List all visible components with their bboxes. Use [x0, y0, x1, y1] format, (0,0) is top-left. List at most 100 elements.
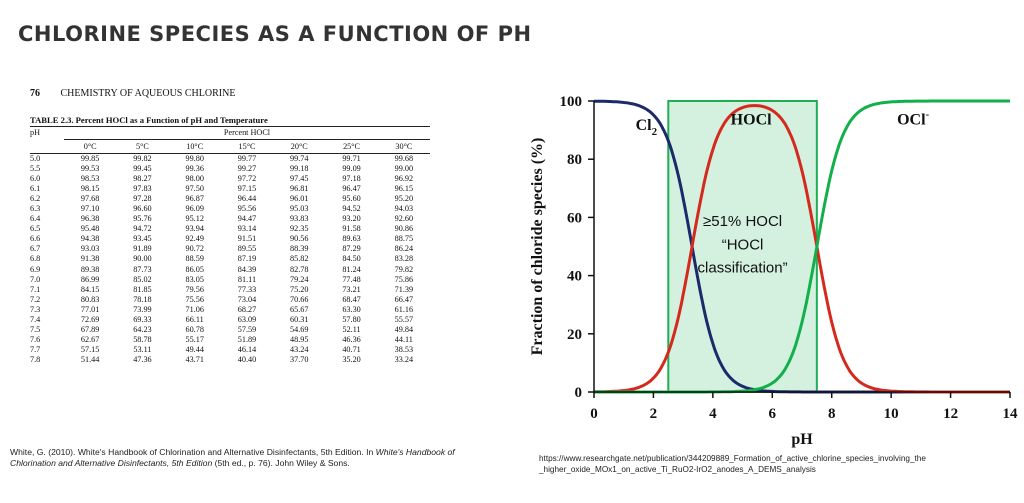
cell-value: 46.14	[237, 344, 257, 354]
x-tick-label: 2	[650, 406, 658, 422]
cell-ph: 6.7	[30, 244, 41, 254]
cell-value: 98.53	[80, 174, 100, 184]
cell-value: 43.24	[290, 344, 309, 354]
table-row: 6.8 91.38 90.00 88.59 87.19 85.82 84.50 83.28	[30, 254, 430, 264]
cell-value: 79.82	[394, 264, 414, 274]
table-row: 6.5 95.48 94.72 93.94 93.14 92.35 91.58 90.86	[30, 224, 430, 234]
cell-value: 99.80	[185, 154, 204, 163]
y-axis-title: Fraction of chloride species (%)	[529, 138, 546, 356]
cell-value: 86.99	[80, 274, 100, 284]
cell-value: 86.24	[394, 244, 414, 254]
cell-value: 99.18	[290, 164, 309, 174]
cell-ph: 7.4	[30, 314, 41, 324]
cell-value: 75.86	[394, 274, 414, 284]
cell-ph: 7.0	[30, 274, 41, 284]
cell-value: 91.51	[237, 234, 257, 244]
cell-value: 84.15	[80, 284, 100, 294]
table-row: 7.2 80.83 78.18 75.56 73.04 70.66 68.47 66.47	[30, 295, 430, 305]
cell-value: 99.71	[342, 154, 361, 163]
cell-value: 88.59	[185, 254, 204, 264]
table-row: 7.7 57.15 53.11 49.44 46.14 43.24 40.71 38.53	[30, 345, 430, 355]
cell-value: 93.03	[80, 244, 100, 254]
cell-value: 95.48	[80, 224, 100, 234]
cell-ph: 5.0	[30, 154, 41, 163]
cell-value: 96.01	[290, 194, 309, 204]
cell-value: 97.45	[290, 174, 309, 184]
y-tick-label: 0	[575, 385, 583, 401]
cell-value: 93.14	[237, 224, 257, 234]
cell-value: 68.27	[237, 304, 257, 314]
table-row: 7.3 77.01 73.99 71.06 68.27 65.67 63.30 61.16	[30, 305, 430, 315]
cell-value: 94.52	[342, 204, 361, 214]
cell-value: 99.85	[80, 154, 100, 163]
citation-left-prefix: White, G. (2010). White's Handbook of Ch…	[10, 447, 376, 457]
cell-value: 66.11	[185, 314, 204, 324]
cell-value: 98.15	[80, 184, 100, 194]
cell-ph: 7.6	[30, 334, 41, 344]
cell-value: 91.89	[133, 244, 152, 254]
cell-value: 93.83	[290, 214, 309, 224]
citation-right-url[interactable]: https://www.researchgate.net/publication…	[539, 454, 926, 474]
table-row: 7.1 84.15 81.85 79.56 77.33 75.20 73.21 71.39	[30, 285, 430, 295]
x-tick-label: 0	[590, 406, 598, 422]
cell-value: 96.60	[133, 204, 152, 214]
cell-value: 77.33	[237, 284, 257, 294]
cell-value: 49.44	[185, 344, 204, 354]
table-row: 6.2 97.68 97.28 96.87 96.44 96.01 95.60 95.20	[30, 194, 430, 204]
table-row: 6.0 98.53 98.27 98.00 97.72 97.45 97.18 96.92	[30, 174, 430, 184]
cell-value: 91.38	[80, 254, 100, 264]
page-header: 76 CHEMISTRY OF AQUEOUS CHLORINE	[30, 88, 235, 99]
cell-value: 77.01	[80, 304, 100, 314]
cell-value: 97.18	[342, 174, 361, 184]
cell-value: 75.20	[290, 284, 309, 294]
cell-ph: 6.6	[30, 234, 41, 244]
cell-ph: 7.2	[30, 294, 41, 304]
cell-value: 81.24	[342, 264, 361, 274]
cell-value: 94.03	[394, 204, 414, 214]
cell-value: 51.44	[80, 354, 100, 364]
cell-value: 99.00	[394, 164, 414, 174]
species-label-ocl: OCl-	[897, 108, 929, 128]
cell-ph: 7.3	[30, 304, 41, 314]
x-tick-label: 14	[1003, 406, 1019, 422]
cell-value: 97.83	[133, 184, 152, 194]
cell-value: 83.28	[394, 254, 414, 264]
header-temp: 15°C	[220, 139, 274, 154]
running-head: CHEMISTRY OF AQUEOUS CHLORINE	[60, 88, 236, 99]
cell-value: 78.18	[133, 294, 152, 304]
cell-value: 92.35	[290, 224, 309, 234]
hocl-table: pH Percent HOCl 0°C 5°C 10°C 15°C 20°C 25°C 30…	[30, 126, 430, 365]
cell-value: 37.70	[290, 354, 309, 364]
cell-value: 99.82	[133, 154, 152, 163]
cell-value: 46.36	[342, 334, 361, 344]
x-axis-title: pH	[791, 431, 813, 448]
slide-title: CHLORINE SPECIES AS A FUNCTION OF PH	[18, 22, 532, 46]
header-temp: 10°C	[168, 139, 221, 154]
cell-value: 97.72	[237, 174, 257, 184]
cell-value: 87.73	[133, 264, 152, 274]
annotation-line: classification”	[698, 260, 788, 277]
table-row: 5.5 99.53 99.45 99.36 99.27 99.18 99.09 99.00	[30, 164, 430, 174]
cell-value: 94.47	[237, 214, 257, 224]
table-row: 5.0 99.85 99.82 99.80 99.77 99.74 99.71 99.68	[30, 154, 430, 165]
cell-value: 47.36	[133, 354, 152, 364]
y-tick-label: 60	[567, 210, 582, 226]
table-row: 7.0 86.99 85.02 83.05 81.11 79.24 77.48 75.86	[30, 275, 430, 285]
table-row: 6.9 89.38 87.73 86.05 84.39 82.78 81.24 79.82	[30, 265, 430, 275]
cell-value: 75.56	[185, 294, 204, 304]
cell-value: 70.66	[290, 294, 309, 304]
cell-value: 94.38	[80, 234, 100, 244]
cell-value: 64.23	[133, 324, 152, 334]
cell-value: 35.20	[342, 354, 361, 364]
cell-value: 96.38	[80, 214, 100, 224]
cell-value: 57.15	[80, 344, 100, 354]
cell-ph: 6.1	[30, 184, 41, 194]
table-clip: pH Percent HOCl 0°C 5°C 10°C 15°C 20°C 25°C 30…	[30, 126, 430, 418]
cell-value: 95.60	[342, 194, 361, 204]
cell-value: 98.00	[185, 174, 204, 184]
cell-value: 73.99	[133, 304, 152, 314]
cell-value: 87.19	[237, 254, 257, 264]
cell-value: 82.78	[290, 264, 309, 274]
cell-value: 49.84	[394, 324, 414, 334]
cell-value: 90.86	[394, 224, 414, 234]
